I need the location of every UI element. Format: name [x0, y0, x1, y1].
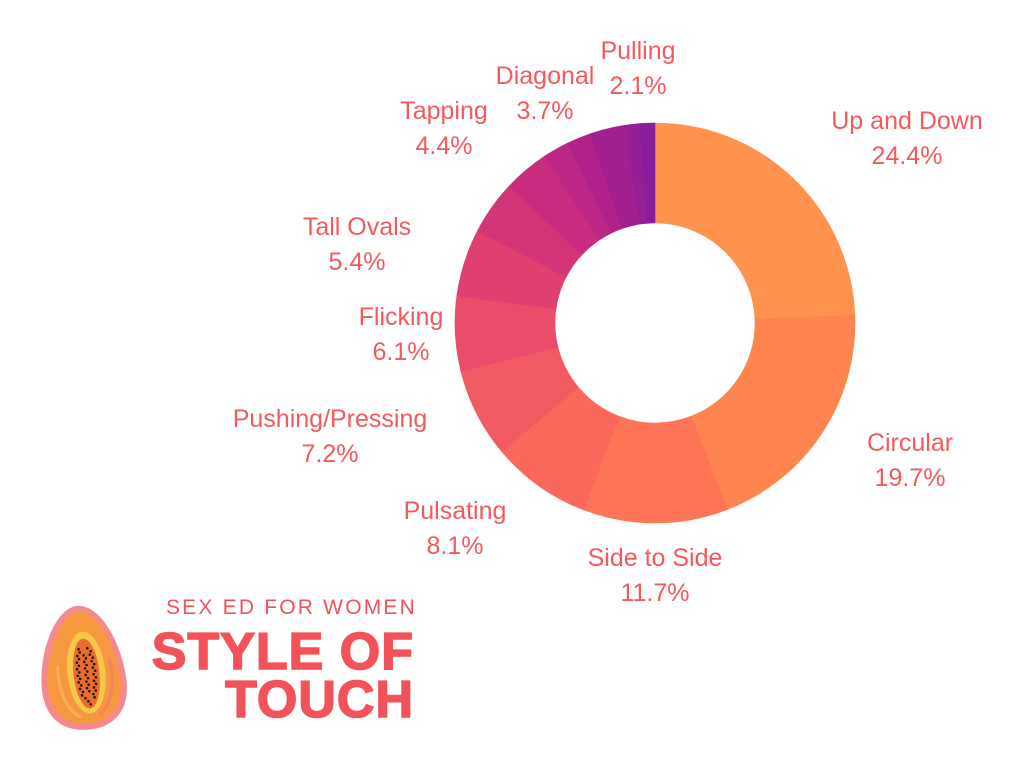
slice-name: Pulsating: [403, 497, 507, 525]
papaya-icon: [41, 605, 127, 730]
papaya-seed: [93, 696, 96, 699]
slice-unlabeled-4: [639, 122, 656, 224]
papaya-seed: [85, 670, 89, 673]
papaya-seed: [78, 651, 82, 654]
papaya-seed: [88, 653, 92, 657]
slice-label-tapping: Tapping 4.4%: [400, 94, 488, 164]
papaya-seed: [85, 663, 88, 667]
slice-name: Pushing/Pressing: [232, 405, 428, 433]
brand-title: STYLE OF TOUCH: [151, 623, 414, 729]
papaya-seed: [80, 684, 83, 687]
slice-percent: 11.7%: [620, 579, 690, 607]
papaya-seed: [80, 694, 84, 697]
papaya-seed: [85, 647, 89, 650]
papaya-seed: [78, 677, 82, 681]
slice-label-pulsating: Pulsating 8.1%: [404, 494, 507, 564]
papaya-seed: [75, 668, 79, 671]
papaya-seed: [84, 673, 87, 677]
papaya-seed: [88, 689, 91, 693]
slice-percent: 4.4%: [415, 132, 473, 160]
papaya-seed: [76, 654, 79, 658]
papaya-seed: [89, 703, 93, 706]
papaya-seed: [92, 679, 96, 683]
papaya-seed: [86, 676, 90, 680]
papaya-seed: [85, 680, 88, 683]
slice-name: Up and Down: [831, 107, 983, 135]
papaya-seed: [78, 687, 82, 691]
papaya-seed: [77, 657, 81, 661]
papaya-seed: [77, 681, 80, 684]
papaya-seed: [87, 700, 90, 703]
slice-label-pushing-pressing: Pushing/Pressing 7.2%: [233, 402, 428, 472]
brand-title-line-2: TOUCH: [224, 671, 414, 729]
papaya-seed: [92, 686, 96, 689]
papaya-seed: [91, 656, 95, 660]
slice-percent: 8.1%: [426, 532, 484, 560]
slice-percent: 6.1%: [372, 338, 430, 366]
papaya-seed: [93, 669, 97, 673]
papaya-seed: [78, 671, 81, 674]
slice-name: Tapping: [400, 97, 488, 125]
slice-name: Flicking: [358, 303, 444, 331]
papaya-seed: [84, 657, 88, 660]
papaya-seed: [92, 662, 96, 666]
slice-name: Pulling: [600, 37, 676, 65]
papaya-seed: [94, 675, 98, 679]
brand-title-line-1: STYLE OF: [151, 623, 414, 681]
slice-label-tall-ovals: Tall Ovals 5.4%: [303, 210, 411, 280]
papaya-seed: [94, 689, 98, 692]
papaya-seed: [77, 647, 80, 651]
papaya-seed: [75, 661, 79, 664]
papaya-seed: [82, 654, 85, 657]
slice-label-flicking: Flicking 6.1%: [359, 300, 444, 370]
slice-percent: 24.4%: [871, 142, 943, 170]
papaya-seed: [76, 674, 79, 678]
papaya-seed: [87, 683, 90, 686]
slice-label-up-and-down: Up and Down 24.4%: [831, 104, 982, 174]
slice-up-and-down: [654, 122, 856, 320]
slice-percent: 3.7%: [516, 97, 574, 125]
donut-chart: [454, 122, 856, 524]
slice-percent: 7.2%: [301, 440, 359, 468]
slice-percent: 19.7%: [874, 464, 946, 492]
papaya-seed: [81, 690, 85, 694]
papaya-seed: [85, 686, 89, 690]
papaya-seed: [83, 667, 87, 670]
papaya-seed: [92, 692, 95, 696]
slice-name: Tall Ovals: [302, 213, 412, 241]
slice-percent: 5.4%: [328, 248, 386, 276]
slice-name: Diagonal: [495, 62, 595, 90]
papaya-seed: [94, 682, 98, 686]
slice-name: Side to Side: [587, 544, 723, 572]
slice-label-side-to-side: Side to Side 11.7%: [588, 541, 723, 611]
slice-label-diagonal: Diagonal 3.7%: [496, 59, 595, 129]
papaya-seed: [90, 659, 93, 663]
papaya-seed: [91, 666, 95, 669]
papaya-seed: [84, 696, 87, 700]
slice-label-circular: Circular 19.7%: [867, 426, 953, 496]
papaya-seed: [89, 649, 92, 653]
slice-circular: [690, 315, 856, 510]
slice-percent: 2.1%: [609, 72, 667, 100]
brand-subtitle: SEX ED FOR WOMEN: [165, 596, 417, 619]
papaya-seed: [82, 660, 86, 664]
papaya-seed: [92, 672, 95, 676]
slice-name: Circular: [866, 429, 954, 457]
slice-label-pulling: Pulling 2.1%: [600, 34, 675, 104]
papaya-seed: [77, 664, 81, 668]
